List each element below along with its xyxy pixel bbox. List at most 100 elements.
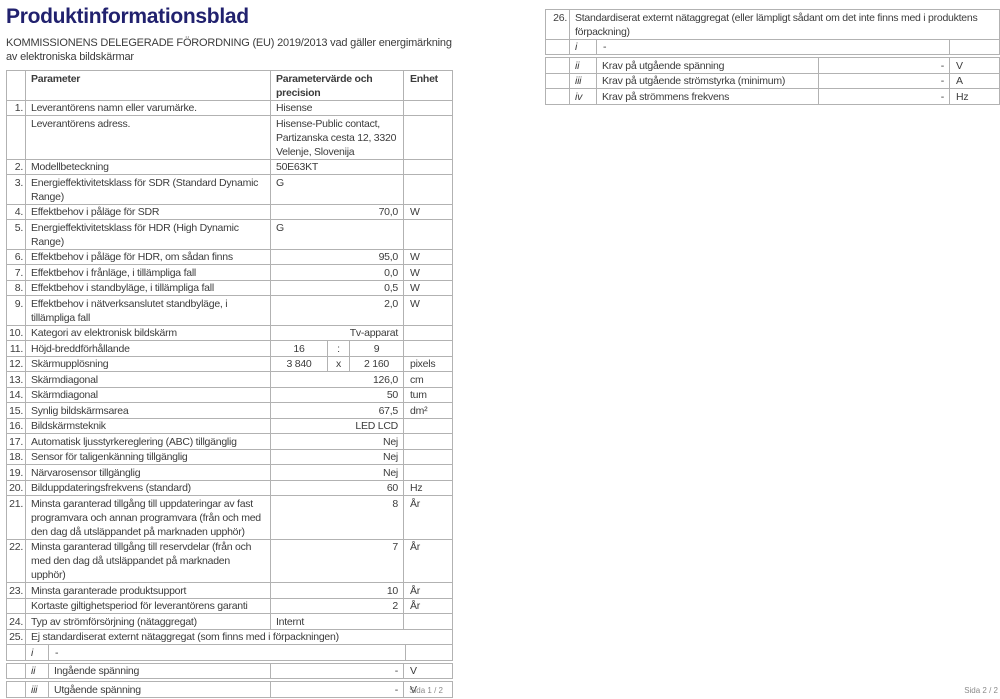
page2-footer: Sida 2 / 2: [964, 686, 998, 695]
roman-numeral: i: [569, 39, 596, 54]
row-unit: [949, 39, 999, 54]
table-row: 14. Skärmdiagonal 50 tum: [6, 387, 453, 403]
row-label: Effektbehov i standbyläge, i tillämpliga…: [25, 280, 270, 295]
row-label: Minsta garanterad tillgång till uppdater…: [25, 496, 270, 539]
row-unit: pixels: [403, 356, 450, 371]
row-unit: [403, 434, 450, 449]
row-unit: År: [403, 598, 450, 613]
row-value: 0,0: [270, 265, 403, 280]
row-unit: [403, 175, 450, 204]
row-value: 70,0: [270, 204, 403, 219]
column-header-unit: Enhet: [403, 71, 450, 100]
row-unit: W: [403, 296, 450, 325]
row-number: 19.: [9, 466, 23, 479]
row-number: 10.: [9, 327, 23, 339]
row-number: 18.: [9, 451, 23, 463]
row-label: Modellbeteckning: [25, 159, 270, 174]
table-row: 6. Effektbehov i påläge för HDR, om sådan…: [6, 249, 453, 265]
row-value: Hisense-Public contact, Partizanska cest…: [270, 116, 403, 159]
page1-footer: Sida 1 / 2: [409, 686, 443, 695]
table-row: 8. Effektbehov i standbyläge, i tillämpli…: [6, 280, 453, 296]
row-unit: [403, 341, 450, 356]
row-value: 8: [270, 496, 403, 539]
row-number: [7, 664, 25, 679]
table-row: 15. Synlig bildskärmsarea 67,5 dm²: [6, 403, 453, 419]
table-row: 12. Skärmupplösning 3 840 x 2 160 pixels: [6, 356, 453, 372]
row-label: Skärmdiagonal: [25, 387, 270, 402]
table-row: 1. Leverantörens namn eller varumärke. His…: [6, 100, 453, 116]
row-value: -: [270, 663, 403, 678]
row-value: -: [48, 645, 405, 660]
table-row: 5. Energieffektivitetsklass för HDR (High…: [6, 220, 453, 250]
row-number: 26.: [553, 11, 567, 24]
row-label: Typ av strömförsörjning (nätaggregat): [25, 614, 270, 629]
row-label: Standardiserat externt nätaggregat (elle…: [569, 10, 999, 39]
table-row: 10. Kategori av elektronisk bildskärm Tv-a…: [6, 325, 453, 341]
table-row: 16. Bildskärmsteknik LED LCD: [6, 418, 453, 434]
row-unit: [403, 220, 450, 249]
row-unit: [403, 100, 450, 115]
row-value: Internt: [270, 614, 403, 629]
row-value: Nej: [270, 434, 403, 449]
row-value-separator: x: [327, 356, 349, 371]
table-row: 7. Effektbehov i frånläge, i tillämpliga …: [6, 265, 453, 281]
row-unit: Hz: [403, 480, 450, 495]
row-label: Effektbehov i frånläge, i tillämpliga fa…: [25, 265, 270, 280]
table-row: 25. Ej standardiserat externt nätaggregat…: [6, 629, 453, 645]
table-row: Leverantörens adress. Hisense-Public cont…: [6, 116, 453, 160]
row-unit: tum: [403, 387, 450, 402]
row-unit: [403, 325, 450, 340]
page2-table: 26. Standardiserat externt nätaggregat (e…: [545, 9, 1000, 105]
table-row: ii Krav på utgående spänning - V: [545, 57, 1000, 74]
row-unit: A: [949, 73, 999, 88]
table-row: Kortaste giltighetsperiod för leverantör…: [6, 598, 453, 614]
row-value: 60: [270, 480, 403, 495]
row-value: 2: [270, 598, 403, 613]
table-row: 2. Modellbeteckning 50E63KT: [6, 159, 453, 175]
table-row: 3. Energieffektivitetsklass för SDR (Stan…: [6, 175, 453, 205]
table-row: 4. Effektbehov i påläge för SDR 70,0 W: [6, 204, 453, 220]
row-number: [546, 40, 569, 55]
row-number: 17.: [9, 435, 23, 448]
table-row: i-: [545, 39, 1000, 55]
row-label: Krav på strömmens frekvens: [596, 89, 818, 104]
document-page-2: 26. Standardiserat externt nätaggregat (e…: [545, 3, 1000, 105]
row-number: 13.: [9, 373, 23, 386]
table-row: 22. Minsta garanterad tillgång till reser…: [6, 539, 453, 583]
row-unit: [403, 116, 450, 159]
row-number: 1.: [14, 102, 24, 114]
row-number: [7, 116, 25, 159]
row-number: [546, 74, 569, 89]
row-number: 4.: [14, 206, 24, 218]
row-unit: W: [403, 249, 450, 264]
row-unit: År: [403, 583, 450, 598]
page-subtitle: KOMMISSIONENS DELEGERADE FÖRORDNING (EU)…: [6, 37, 452, 63]
row-number: 25.: [9, 631, 23, 643]
row-value: 50: [270, 387, 403, 402]
row-label: Energieffektivitetsklass för SDR (Standa…: [25, 175, 270, 204]
table-row: 17. Automatisk ljusstyrkereglering (ABC) …: [6, 434, 453, 450]
roman-numeral: iii: [25, 682, 48, 697]
table-row: iv Krav på strömmens frekvens - Hz: [545, 89, 1000, 105]
row-number: 12.: [9, 358, 23, 370]
row-label: Utgående spänning: [48, 682, 270, 697]
row-label: Ej standardiserat externt nätaggregat (s…: [25, 629, 452, 644]
row-value: G: [270, 175, 403, 204]
row-number: [546, 89, 569, 104]
row-unit: V: [949, 58, 999, 73]
row-unit: Hz: [949, 89, 999, 104]
table-row: 23. Minsta garanterade produktsupport 10 År: [6, 583, 453, 599]
roman-numeral: i: [25, 645, 48, 660]
row-label: Höjd-breddförhållande: [25, 341, 270, 356]
row-label: Energieffektivitetsklass för HDR (High D…: [25, 220, 270, 249]
row-number: [7, 599, 25, 614]
row-number: 16.: [9, 420, 23, 432]
row-value: -: [596, 39, 949, 54]
row-label: Kortaste giltighetsperiod för leverantör…: [25, 598, 270, 613]
row-unit: År: [403, 539, 450, 582]
row-value: -: [270, 682, 403, 697]
row-number: 22.: [9, 541, 23, 553]
row-label: Effektbehov i påläge för SDR: [25, 204, 270, 219]
page-title: Produktinformationsblad: [6, 5, 249, 28]
row-value: Tv-apparat: [270, 325, 403, 340]
